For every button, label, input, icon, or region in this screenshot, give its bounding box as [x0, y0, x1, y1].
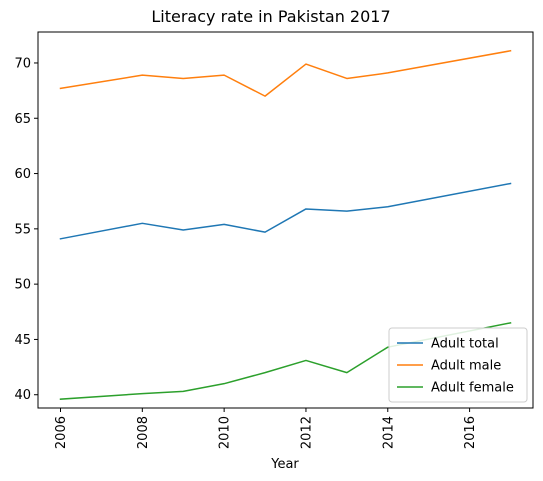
- legend: Adult total Adult male Adult female: [388, 327, 528, 403]
- y-tick-label: 50: [14, 278, 31, 293]
- x-tick-label: 2008: [136, 416, 151, 449]
- y-axis: 40 45 50 55 60 65 70: [14, 56, 38, 403]
- legend-box: [388, 327, 528, 403]
- x-axis-label: Year: [270, 457, 299, 472]
- x-tick-label: 2006: [54, 416, 69, 449]
- chart-title: Literacy rate in Pakistan 2017: [151, 7, 390, 26]
- x-tick-label: 2010: [218, 416, 233, 449]
- legend-label: Adult total: [431, 337, 499, 352]
- y-tick-label: 65: [14, 112, 31, 127]
- y-tick-label: 45: [14, 333, 31, 348]
- y-tick-label: 40: [14, 388, 31, 403]
- x-tick-label: 2014: [381, 416, 396, 449]
- x-tick-label: 2016: [463, 416, 478, 449]
- series-layer: [59, 49, 512, 400]
- y-tick-label: 70: [14, 56, 31, 71]
- series-line-3: [59, 321, 512, 400]
- x-axis: 2006 2008 2010 2012 2014 2016: [54, 408, 478, 449]
- x-tick-label: 2012: [299, 416, 314, 449]
- series-line-1: [59, 182, 512, 240]
- y-tick-label: 60: [14, 167, 31, 182]
- legend-label: Adult female: [431, 381, 514, 396]
- plot-frame: [37, 31, 534, 409]
- series-line-2: [59, 49, 512, 97]
- legend-label: Adult male: [431, 359, 501, 374]
- y-tick-label: 55: [14, 222, 31, 237]
